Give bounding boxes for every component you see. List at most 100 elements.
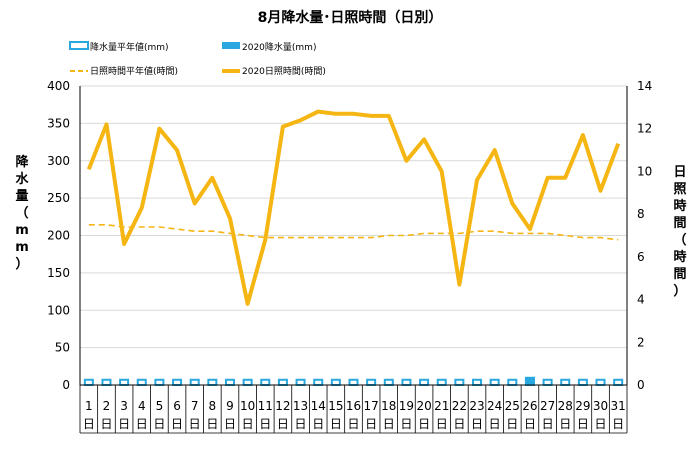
bar-rain-normal <box>136 378 147 386</box>
x-tick-label-suffix: 日 <box>330 417 342 431</box>
axis-label-char: 量 <box>15 189 28 204</box>
legend-label-rain-2020: 2020降水量(mm) <box>242 41 316 53</box>
x-tick-label-suffix: 日 <box>347 417 359 431</box>
x-tick-label: 24 <box>487 399 502 413</box>
x-tick-label: 12 <box>275 399 290 413</box>
x-tick-label-suffix: 日 <box>206 417 218 431</box>
x-tick-label-suffix: 日 <box>224 417 236 431</box>
axis-label-char: 時 <box>673 249 686 265</box>
axis-label-char: （ <box>673 232 686 248</box>
y-tick-label-right: 4 <box>637 293 645 307</box>
x-tick-label-suffix: 日 <box>524 417 536 431</box>
bar-rain-normal <box>577 378 588 386</box>
lines <box>86 109 621 306</box>
bar-rain-normal <box>189 378 200 386</box>
bar-rain-normal <box>119 378 130 386</box>
line-sun-2020 <box>86 109 621 306</box>
bar-rain-normal <box>224 378 235 386</box>
y-tick-label-right: 6 <box>637 250 645 264</box>
axis-label-char: 時 <box>673 198 686 214</box>
bar-rain-2020 <box>524 376 535 385</box>
x-tick-label: 14 <box>311 399 326 413</box>
x-tick-label: 2 <box>103 399 111 413</box>
bar-rain-normal <box>489 378 500 386</box>
x-tick-label: 30 <box>593 399 608 413</box>
x-tick-label-suffix: 日 <box>259 417 271 431</box>
x-tick-label: 20 <box>416 399 431 413</box>
x-tick-label: 6 <box>173 399 181 413</box>
x-tick-label: 1 <box>85 399 93 413</box>
x-tick-label: 25 <box>505 399 520 413</box>
x-tick-label: 16 <box>346 399 361 413</box>
x-tick-label: 7 <box>191 399 199 413</box>
x-tick-label-suffix: 日 <box>312 417 324 431</box>
x-tick-label-suffix: 日 <box>100 417 112 431</box>
axis-label-char: 降 <box>15 154 29 170</box>
y-tick-label-left: 350 <box>47 116 70 130</box>
x-tick-label: 13 <box>293 399 308 413</box>
axis-label-char: m <box>15 240 29 255</box>
bar-rain-normal <box>330 378 341 386</box>
bar-rain-normal <box>207 378 218 386</box>
x-tick-label: 19 <box>399 399 414 413</box>
y-tick-label-left: 400 <box>47 79 70 93</box>
y-tick-label-right: 12 <box>637 122 652 136</box>
x-tick-label-suffix: 日 <box>295 417 307 431</box>
x-tick-label-suffix: 日 <box>506 417 518 431</box>
axes <box>79 86 628 434</box>
x-tick-label-suffix: 日 <box>436 417 448 431</box>
x-tick-label: 31 <box>611 399 626 413</box>
x-tick-label: 9 <box>226 399 234 413</box>
line-sun-normal <box>88 224 619 241</box>
x-tick-label-suffix: 日 <box>489 417 501 431</box>
y-tick-label-right: 2 <box>637 335 645 349</box>
axis-label-char: m <box>15 223 29 238</box>
x-tick-label: 29 <box>575 399 590 413</box>
x-tick-label: 3 <box>120 399 128 413</box>
x-tick-label-suffix: 日 <box>453 417 465 431</box>
bar-rain-normal <box>595 378 606 386</box>
x-tick-label-suffix: 日 <box>418 417 430 431</box>
x-tick-label: 27 <box>540 399 555 413</box>
x-tick-label: 15 <box>328 399 343 413</box>
y-tick-label-right: 8 <box>637 207 645 221</box>
bar-rain-normal <box>277 378 288 386</box>
legend-swatch-rain-2020 <box>222 42 240 49</box>
axis-label-char: 照 <box>673 182 686 197</box>
bar-rain-normal <box>383 378 394 386</box>
axis-label-char: （ <box>15 205 28 221</box>
x-tick-label-suffix: 日 <box>242 417 254 431</box>
x-tick-label-suffix: 日 <box>383 417 395 431</box>
bar-rain-normal <box>436 378 447 386</box>
x-tick-label-suffix: 日 <box>577 417 589 431</box>
y-tick-label-left: 100 <box>47 303 70 317</box>
gridlines <box>80 85 627 349</box>
y-axis-label-right: 日照時間（時間） <box>673 165 686 299</box>
x-tick-label: 18 <box>381 399 396 413</box>
bar-rain-normal <box>83 378 94 386</box>
x-tick-label: 21 <box>434 399 449 413</box>
y-tick-label-right: 10 <box>637 164 652 178</box>
bar-rain-normal <box>313 378 324 386</box>
x-tick-label: 28 <box>558 399 573 413</box>
x-tick-label: 4 <box>138 399 146 413</box>
legend-swatch-rain-normal <box>69 41 89 50</box>
x-tick-label-suffix: 日 <box>118 417 130 431</box>
legend-label-sun-normal: 日照時間平年値(時間) <box>90 65 178 77</box>
y-tick-label-left: 200 <box>47 229 70 243</box>
y-tick-label-left: 300 <box>47 154 70 168</box>
bar-rain-normal <box>472 378 483 386</box>
x-tick-label-suffix: 日 <box>83 417 95 431</box>
y-tick-label-left: 0 <box>62 378 70 392</box>
chart-title: 8月降水量･日照時間（日別） <box>258 9 443 26</box>
x-tick-label: 17 <box>364 399 379 413</box>
x-tick-label-suffix: 日 <box>277 417 289 431</box>
y-tick-label-left: 150 <box>47 266 70 280</box>
y-tick-label-left: 50 <box>55 341 70 355</box>
x-tick-label-suffix: 日 <box>171 417 183 431</box>
axis-label-char: 間 <box>673 267 686 282</box>
bar-rain-normal <box>154 378 165 386</box>
bar-rain-normal <box>348 378 359 386</box>
bar-rain-normal <box>101 378 112 386</box>
x-tick-label: 5 <box>156 399 164 413</box>
